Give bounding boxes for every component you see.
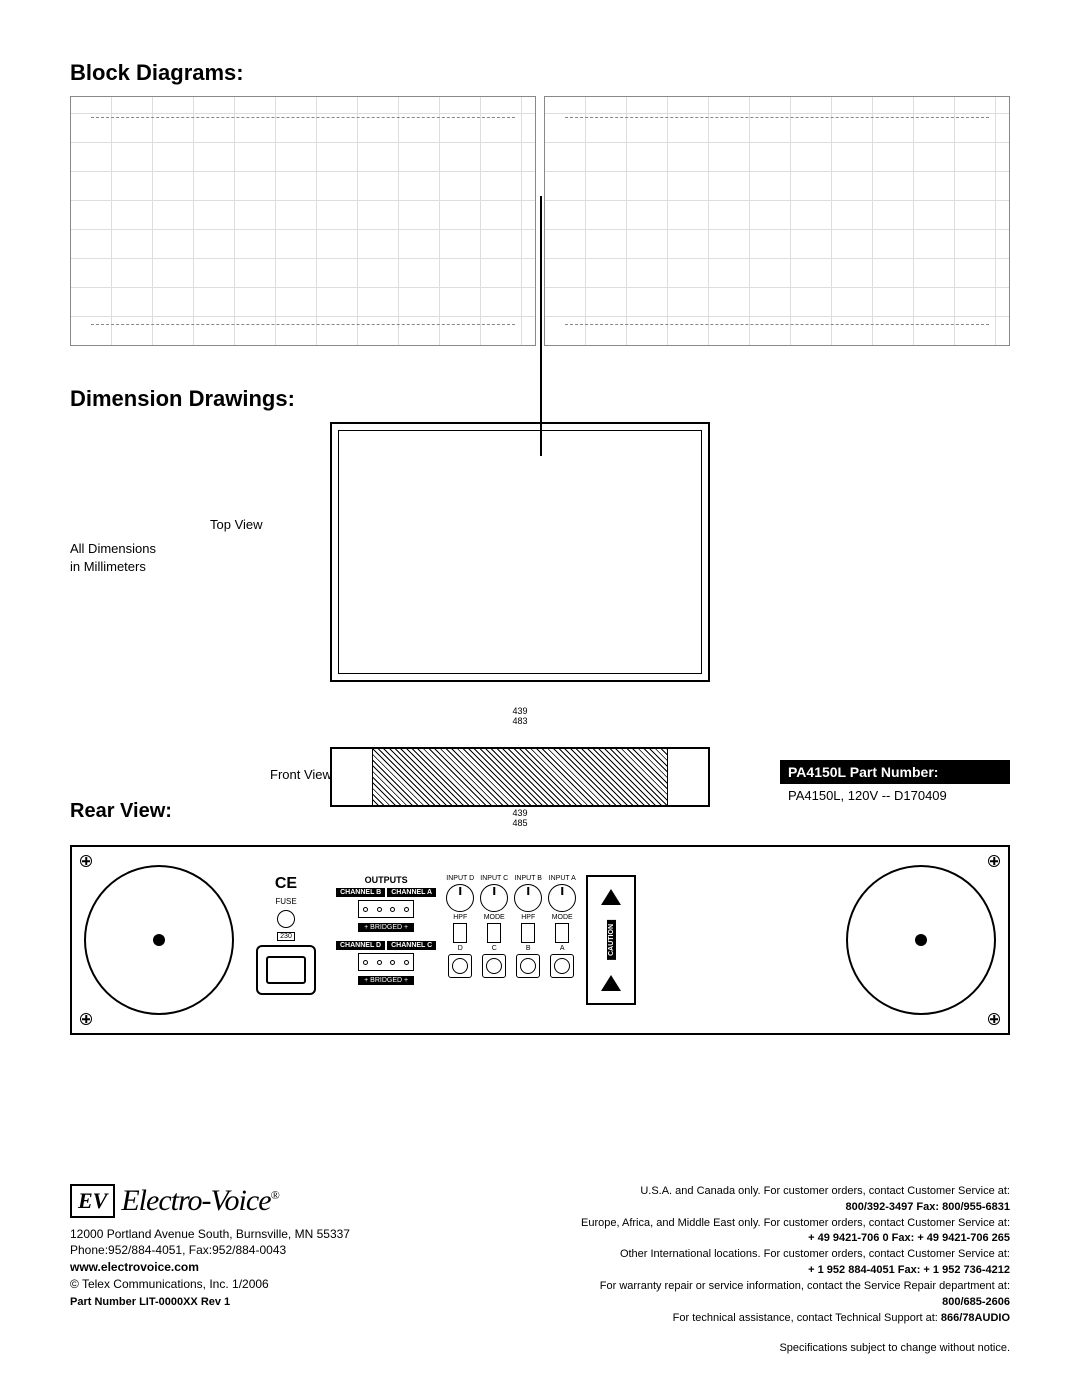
spec-note: Specifications subject to change without…	[581, 1341, 1010, 1357]
bridged-ba: + BRIDGED +	[358, 923, 414, 932]
hpf-switch	[521, 923, 535, 943]
input-a-col: INPUT A MODE A	[548, 875, 576, 1005]
inputs-block: INPUT D HPF D INPUT C MODE C INPUT B HPF	[446, 875, 576, 1005]
address-block: 12000 Portland Avenue South, Burnsville,…	[70, 1226, 350, 1311]
xlr-input	[550, 954, 574, 978]
part-number-header: PA4150L Part Number:	[780, 760, 1010, 784]
ev-logo-box: EV	[70, 1184, 115, 1218]
dimension-title: Dimension Drawings:	[70, 386, 1010, 412]
block-diagram-right	[544, 96, 1010, 346]
screw-icon	[80, 1013, 92, 1025]
top-view-drawing	[330, 422, 710, 682]
part-number-value: PA4150L, 120V -- D170409	[780, 784, 1010, 807]
dim-note-2: in Millimeters	[70, 558, 263, 576]
phone: Phone:952/884-4051, Fax:952/884-0043	[70, 1242, 350, 1259]
rear-mid: CE FUSE 230 OUTPUTS CHANNEL B CHANNEL A …	[246, 875, 834, 1005]
front-view-label: Front View	[270, 767, 332, 782]
bridged-dc: + BRIDGED +	[358, 976, 414, 985]
top-view-label: Top View	[210, 516, 263, 534]
fan-left	[84, 865, 234, 1015]
mode-switch	[487, 923, 501, 943]
block-diagram-left	[70, 96, 536, 346]
dimension-notes: Top View All Dimensions in Millimeters	[70, 516, 263, 577]
screw-icon	[80, 855, 92, 867]
website: www.electrovoice.com	[70, 1259, 350, 1276]
terminal-dc	[358, 953, 414, 971]
iec-inlet	[256, 945, 316, 995]
front-view-drawing	[330, 747, 710, 807]
ch-b-label: CHANNEL B	[336, 888, 385, 897]
gain-knob	[514, 884, 542, 912]
voltage-label: 230	[277, 932, 295, 941]
screw-icon	[988, 855, 1000, 867]
warning-triangle-icon	[601, 889, 621, 905]
warning-box: CAUTION	[586, 875, 636, 1005]
address: 12000 Portland Avenue South, Burnsville,…	[70, 1226, 350, 1243]
front-view-dims: 439 485	[330, 809, 710, 829]
part-number-box: PA4150L Part Number: PA4150L, 120V -- D1…	[780, 760, 1010, 807]
screw-icon	[988, 1013, 1000, 1025]
warning-triangle-icon	[601, 975, 621, 991]
block-diagrams-section: Block Diagrams:	[70, 60, 1010, 346]
fuse-holder	[277, 910, 295, 928]
hpf-switch	[453, 923, 467, 943]
gain-knob	[548, 884, 576, 912]
mode-switch	[555, 923, 569, 943]
input-c-col: INPUT C MODE C	[480, 875, 508, 1005]
input-d-col: INPUT D HPF D	[446, 875, 474, 1005]
ch-a-label: CHANNEL A	[387, 888, 436, 897]
rear-panel: CE FUSE 230 OUTPUTS CHANNEL B CHANNEL A …	[70, 845, 1010, 1035]
fan-right	[846, 865, 996, 1015]
ch-c-label: CHANNEL C	[387, 941, 436, 950]
logo: EV Electro-Voice®	[70, 1184, 350, 1218]
footer-left: EV Electro-Voice® 12000 Portland Avenue …	[70, 1184, 350, 1311]
doc-part-number: Part Number LIT-0000XX Rev 1	[70, 1295, 350, 1310]
gain-knob	[480, 884, 508, 912]
outputs-label: OUTPUTS	[365, 875, 408, 885]
fuse-label: FUSE	[275, 897, 296, 906]
rear-view-title: Rear View:	[70, 800, 172, 823]
outputs-block: OUTPUTS CHANNEL B CHANNEL A + BRIDGED + …	[336, 875, 436, 1005]
ev-logo-text: Electro-Voice®	[121, 1184, 278, 1218]
dim-note-1: All Dimensions	[70, 540, 263, 558]
caution-label: CAUTION	[607, 920, 616, 960]
ch-d-label: CHANNEL D	[336, 941, 385, 950]
xlr-input	[448, 954, 472, 978]
ce-mark: CE	[275, 875, 297, 893]
power-block: CE FUSE 230	[246, 875, 326, 1005]
xlr-input	[482, 954, 506, 978]
terminal-ba	[358, 900, 414, 918]
block-diagrams-title: Block Diagrams:	[70, 60, 1010, 86]
input-b-col: INPUT B HPF B	[514, 875, 542, 1005]
top-view-dims: 439 483	[330, 707, 710, 727]
xlr-input	[516, 954, 540, 978]
contact-block: U.S.A. and Canada only. For customer ord…	[581, 1184, 1010, 1357]
copyright: © Telex Communications, Inc. 1/2006	[70, 1276, 350, 1293]
footer: EV Electro-Voice® 12000 Portland Avenue …	[70, 1184, 1010, 1357]
gain-knob	[446, 884, 474, 912]
drawings-area: 439 483 Front View 439 485	[330, 422, 710, 829]
